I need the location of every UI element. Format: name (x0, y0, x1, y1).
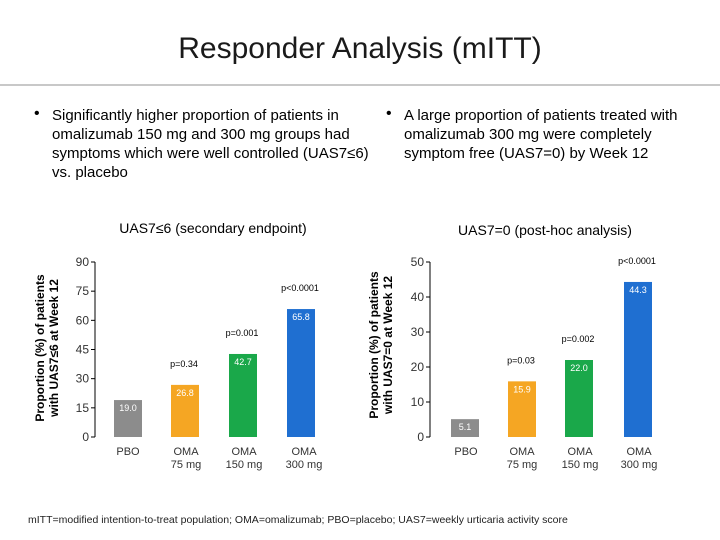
category-label: OMA (173, 446, 199, 458)
bar-uas7eq0 (451, 419, 479, 437)
bar-value-label: 19.0 (119, 403, 137, 413)
bar-uas7le6 (229, 353, 257, 437)
p-value-label: p=0.001 (226, 328, 259, 338)
category-label: 75 mg (507, 459, 538, 471)
y-tick-label: 50 (411, 255, 425, 269)
footnote: mITT=modified intention-to-treat populat… (28, 514, 568, 526)
bullet-marker: • (34, 105, 40, 122)
y-axis-label-uas7eq0: Proportion (%) of patientswith UAS7=0 at… (367, 271, 395, 419)
bar-uas7le6 (287, 309, 315, 437)
bullet-marker: • (386, 105, 392, 122)
category-label: 75 mg (171, 459, 202, 471)
bar-uas7eq0 (508, 381, 536, 437)
category-label: 300 mg (286, 459, 323, 471)
category-label: OMA (231, 446, 257, 458)
bar-value-label: 42.7 (234, 357, 252, 367)
bar-value-label: 65.8 (292, 312, 310, 322)
page-title: Responder Analysis (mITT) (178, 32, 542, 65)
y-axis-label-line: Proportion (%) of patients (33, 274, 47, 422)
bar-uas7eq0 (565, 360, 593, 437)
bar-uas7le6 (171, 384, 199, 437)
p-value-label: p=0.34 (170, 359, 198, 369)
y-tick-label: 60 (76, 313, 90, 327)
y-tick-label: 15 (76, 401, 90, 415)
p-value-label: p<0.0001 (281, 283, 319, 293)
p-value-label: p<0.0001 (618, 256, 656, 266)
y-axis-label-line: with UAS7=0 at Week 12 (381, 276, 395, 415)
y-tick-label: 75 (76, 284, 90, 298)
bar-uas7le6 (114, 400, 142, 437)
category-label: PBO (116, 446, 140, 458)
y-tick-label: 30 (76, 372, 90, 386)
y-tick-label: 40 (411, 290, 425, 304)
category-label: OMA (509, 446, 535, 458)
y-tick-label: 0 (417, 430, 424, 444)
y-tick-label: 10 (411, 395, 425, 409)
y-axis-label-line: Proportion (%) of patients (367, 271, 381, 419)
category-label: OMA (626, 446, 652, 458)
y-tick-label: 20 (411, 360, 425, 374)
chart-title-uas7le6: UAS7≤6 (secondary endpoint) (119, 220, 306, 236)
y-tick-label: 90 (76, 255, 90, 269)
bar-value-label: 5.1 (459, 422, 472, 432)
y-tick-label: 0 (82, 430, 89, 444)
category-label: PBO (454, 446, 478, 458)
category-label: 150 mg (562, 459, 599, 471)
bar-value-label: 22.0 (570, 363, 588, 373)
category-label: 300 mg (621, 459, 658, 471)
bar-value-label: 44.3 (629, 285, 647, 295)
bar-uas7eq0 (624, 281, 652, 437)
bullet-right-text: A large proportion of patients treated w… (404, 107, 678, 162)
bar-value-label: 15.9 (513, 384, 531, 394)
y-axis-label-uas7le6: Proportion (%) of patientswith UAS7≤6 at… (33, 274, 61, 422)
y-tick-label: 30 (411, 325, 425, 339)
category-label: OMA (567, 446, 593, 458)
p-value-label: p=0.03 (507, 355, 535, 365)
y-tick-label: 45 (76, 343, 90, 357)
category-label: 150 mg (226, 459, 263, 471)
title-divider (0, 84, 720, 86)
p-value-label: p=0.002 (562, 334, 595, 344)
bullet-left-text: Significantly higher proportion of patie… (52, 107, 369, 181)
chart-title-uas7eq0: UAS7=0 (post-hoc analysis) (458, 222, 632, 238)
y-axis-label-line: with UAS7≤6 at Week 12 (47, 279, 61, 418)
bar-value-label: 26.8 (176, 388, 194, 398)
category-label: OMA (291, 446, 317, 458)
